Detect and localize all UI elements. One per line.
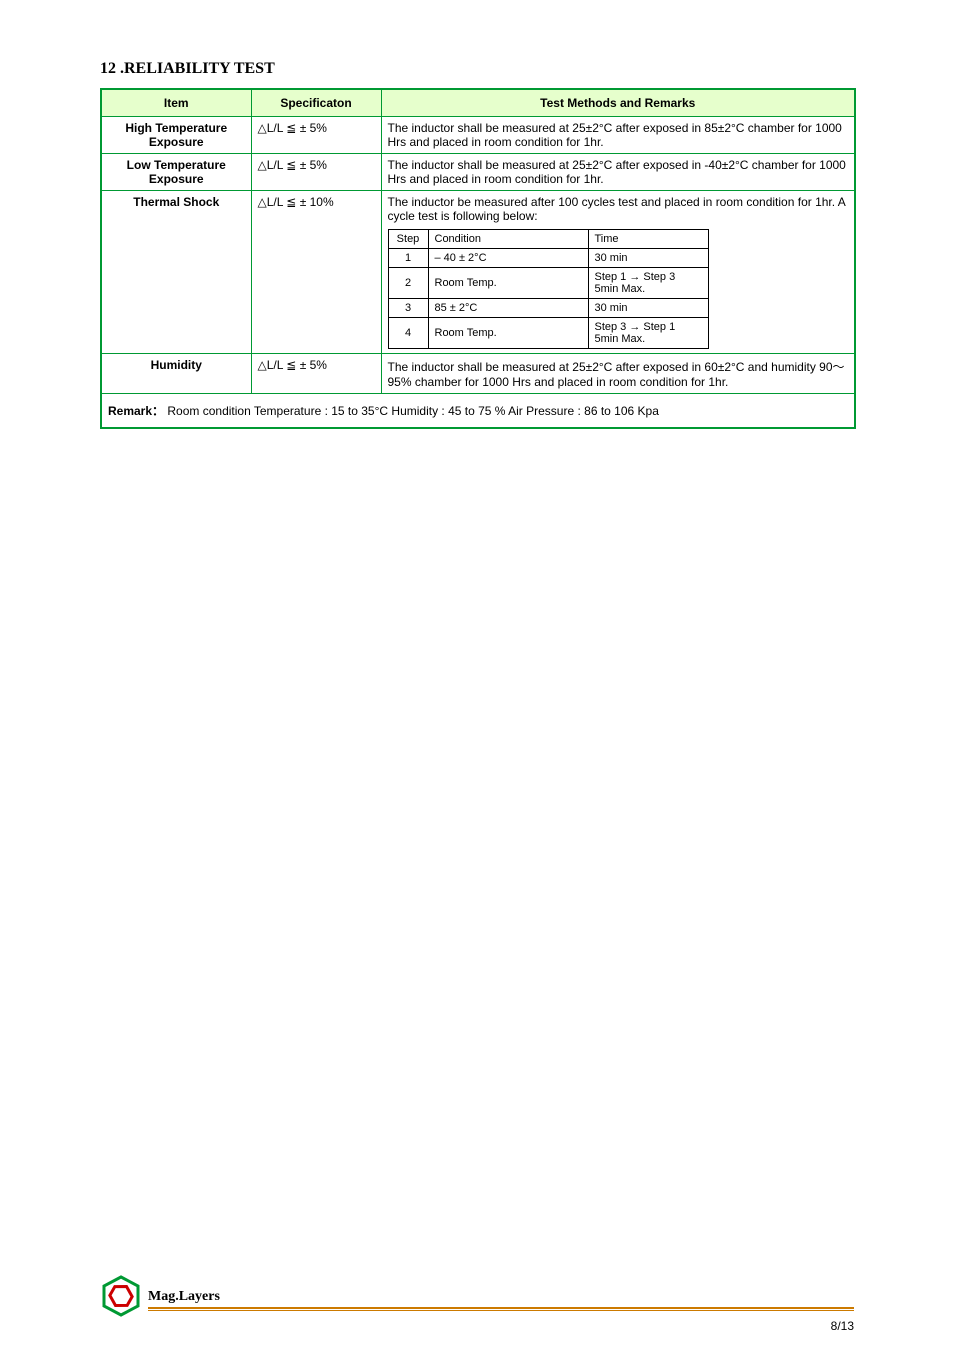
cycle-row: 1 – 40 ± 2°C 30 min bbox=[388, 249, 708, 268]
cycle-step: 1 bbox=[388, 249, 428, 268]
table-header-row: Item Specificaton Test Methods and Remar… bbox=[101, 89, 855, 117]
page-number: 8/13 bbox=[831, 1319, 854, 1333]
reliability-table: Item Specificaton Test Methods and Remar… bbox=[100, 88, 856, 429]
table-row: Low Temperature Exposure △L/L ≦ ± 5% The… bbox=[101, 154, 855, 191]
cell-test-intro: The inductor be measured after 100 cycle… bbox=[388, 195, 849, 223]
cycle-condition: – 40 ± 2°C bbox=[428, 249, 588, 268]
cycle-condition: Room Temp. bbox=[428, 318, 588, 349]
header-test: Test Methods and Remarks bbox=[381, 89, 855, 117]
cycle-row: 2 Room Temp. Step 1 → Step 3 5min Max. bbox=[388, 268, 708, 299]
cell-test: The inductor shall be measured at 25±2°C… bbox=[381, 154, 855, 191]
cell-item: Humidity bbox=[101, 354, 251, 394]
page-footer: Mag.Layers 8/13 bbox=[100, 1289, 854, 1311]
table-row: High Temperature Exposure △L/L ≦ ± 5% Th… bbox=[101, 117, 855, 154]
cell-item: Low Temperature Exposure bbox=[101, 154, 251, 191]
company-logo-icon bbox=[100, 1275, 142, 1317]
cycle-step: 2 bbox=[388, 268, 428, 299]
header-item: Item bbox=[101, 89, 251, 117]
cycle-step: 3 bbox=[388, 299, 428, 318]
cycle-row: 3 85 ± 2°C 30 min bbox=[388, 299, 708, 318]
header-spec: Specificaton bbox=[251, 89, 381, 117]
cell-spec: △L/L ≦ ± 10% bbox=[251, 191, 381, 354]
cycle-header-time: Time bbox=[588, 230, 708, 249]
table-row: Humidity △L/L ≦ ± 5% The inductor shall … bbox=[101, 354, 855, 394]
cell-item: High Temperature Exposure bbox=[101, 117, 251, 154]
cycle-header-condition: Condition bbox=[428, 230, 588, 249]
remark-label: Remark： bbox=[108, 404, 164, 418]
cell-test: The inductor shall be measured at 25±2°C… bbox=[381, 117, 855, 154]
cell-item: Thermal Shock bbox=[101, 191, 251, 354]
cycle-condition: 85 ± 2°C bbox=[428, 299, 588, 318]
cycle-step: 4 bbox=[388, 318, 428, 349]
cycle-condition: Room Temp. bbox=[428, 268, 588, 299]
company-name: Mag.Layers bbox=[148, 1289, 854, 1305]
cell-test: The inductor be measured after 100 cycle… bbox=[381, 191, 855, 354]
cycle-time: Step 3 → Step 1 5min Max. bbox=[588, 318, 708, 349]
cell-test: The inductor shall be measured at 25±2°C… bbox=[381, 354, 855, 394]
cycle-time: 30 min bbox=[588, 249, 708, 268]
cycle-row: 4 Room Temp. Step 3 → Step 1 5min Max. bbox=[388, 318, 708, 349]
table-row: Thermal Shock △L/L ≦ ± 10% The inductor … bbox=[101, 191, 855, 354]
cell-spec: △L/L ≦ ± 5% bbox=[251, 154, 381, 191]
cycle-header-step: Step bbox=[388, 230, 428, 249]
remark-row: Remark： Room condition Temperature : 15 … bbox=[101, 394, 855, 429]
section-title: 12 .RELIABILITY TEST bbox=[100, 60, 954, 78]
remark-body: Room condition Temperature : 15 to 35°C … bbox=[167, 404, 659, 418]
cycle-header-row: Step Condition Time bbox=[388, 230, 708, 249]
cycle-time: 30 min bbox=[588, 299, 708, 318]
cell-spec: △L/L ≦ ± 5% bbox=[251, 354, 381, 394]
cycle-time: Step 1 → Step 3 5min Max. bbox=[588, 268, 708, 299]
footer-rule-top bbox=[148, 1307, 854, 1309]
cell-spec: △L/L ≦ ± 5% bbox=[251, 117, 381, 154]
thermal-cycle-table: Step Condition Time 1 – 40 ± 2°C 30 min … bbox=[388, 229, 709, 349]
footer-rule-bottom bbox=[148, 1310, 854, 1311]
